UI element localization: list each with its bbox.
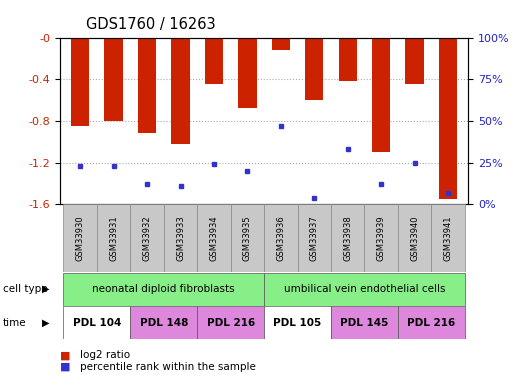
Bar — [63, 204, 97, 272]
Text: GSM33936: GSM33936 — [276, 215, 286, 261]
Bar — [264, 306, 331, 339]
Text: log2 ratio: log2 ratio — [80, 351, 130, 360]
Text: PDL 105: PDL 105 — [274, 318, 322, 328]
Text: GSM33937: GSM33937 — [310, 215, 319, 261]
Text: GSM33939: GSM33939 — [377, 215, 385, 261]
Text: percentile rank within the sample: percentile rank within the sample — [80, 362, 256, 372]
Bar — [405, 38, 424, 84]
Bar — [105, 38, 123, 121]
Text: ■: ■ — [60, 362, 71, 372]
Text: umbilical vein endothelial cells: umbilical vein endothelial cells — [283, 284, 445, 294]
Text: GSM33940: GSM33940 — [410, 215, 419, 261]
Bar — [439, 38, 457, 199]
Bar — [365, 204, 398, 272]
Bar — [238, 38, 257, 108]
Bar — [264, 273, 465, 306]
Bar — [331, 204, 365, 272]
Text: GSM33932: GSM33932 — [143, 215, 152, 261]
Bar — [205, 38, 223, 84]
Bar — [172, 38, 190, 144]
Text: cell type: cell type — [3, 284, 47, 294]
Bar — [398, 306, 465, 339]
Text: GSM33931: GSM33931 — [109, 215, 118, 261]
Text: GSM33934: GSM33934 — [209, 215, 219, 261]
Bar — [97, 204, 130, 272]
Bar — [63, 306, 130, 339]
Bar — [197, 306, 264, 339]
Bar — [63, 273, 264, 306]
Text: PDL 104: PDL 104 — [73, 318, 121, 328]
Text: GSM33935: GSM33935 — [243, 215, 252, 261]
Text: ▶: ▶ — [42, 318, 50, 328]
Bar — [331, 306, 398, 339]
Bar — [305, 38, 323, 100]
Bar — [431, 204, 465, 272]
Bar — [271, 38, 290, 50]
Text: ■: ■ — [60, 351, 71, 360]
Text: ▶: ▶ — [42, 284, 50, 294]
Text: neonatal diploid fibroblasts: neonatal diploid fibroblasts — [93, 284, 235, 294]
Text: GSM33933: GSM33933 — [176, 215, 185, 261]
Bar — [398, 204, 431, 272]
Text: GSM33938: GSM33938 — [343, 215, 352, 261]
Text: PDL 216: PDL 216 — [207, 318, 255, 328]
Text: GSM33930: GSM33930 — [76, 215, 85, 261]
Bar — [298, 204, 331, 272]
Text: GSM33941: GSM33941 — [444, 215, 452, 261]
Text: PDL 145: PDL 145 — [340, 318, 389, 328]
Bar — [338, 38, 357, 81]
Text: PDL 148: PDL 148 — [140, 318, 188, 328]
Bar — [372, 38, 390, 152]
Text: time: time — [3, 318, 26, 328]
Bar — [231, 204, 264, 272]
Bar — [130, 204, 164, 272]
Bar — [164, 204, 197, 272]
Bar — [197, 204, 231, 272]
Bar — [71, 38, 89, 126]
Bar — [264, 204, 298, 272]
Bar — [130, 306, 197, 339]
Bar — [138, 38, 156, 134]
Text: GDS1760 / 16263: GDS1760 / 16263 — [86, 17, 216, 32]
Text: PDL 216: PDL 216 — [407, 318, 456, 328]
